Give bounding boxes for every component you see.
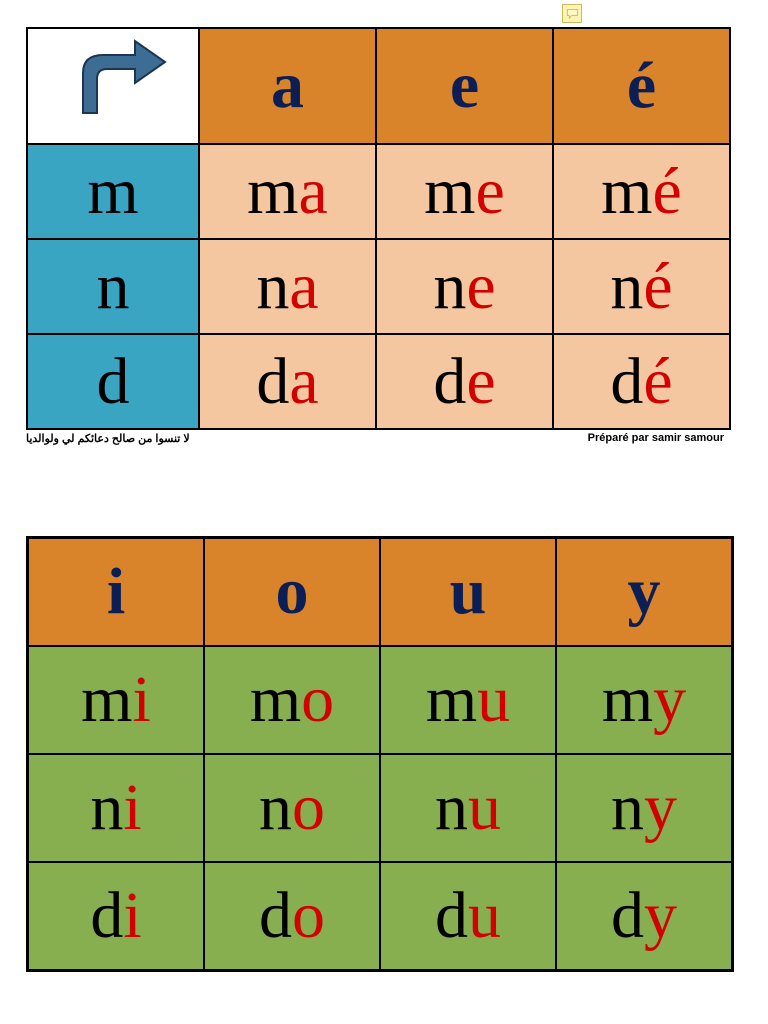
cell-da: da	[199, 334, 376, 429]
syllable-table-2: i o u y mi mo mu my ni no nu ny di do du…	[26, 536, 734, 972]
cell-no: no	[204, 754, 380, 862]
footer-arabic: لا تنسوا من صالح دعائكم لي ولوالديا	[26, 432, 190, 445]
table2-header-o: o	[204, 538, 380, 646]
table2-header-i: i	[28, 538, 204, 646]
cell-my: my	[556, 646, 732, 754]
cell-mi: mi	[28, 646, 204, 754]
table2-header-y: y	[556, 538, 732, 646]
comment-icon	[562, 4, 582, 23]
table1-header-a: a	[199, 28, 376, 144]
table1-side-n: n	[27, 239, 199, 334]
footer-author: Préparé par samir samour	[588, 432, 724, 445]
cell-ni: ni	[28, 754, 204, 862]
table1-side-m: m	[27, 144, 199, 239]
cell-na: na	[199, 239, 376, 334]
cell-mo: mo	[204, 646, 380, 754]
table1-header-eacute: é	[553, 28, 730, 144]
footer: لا تنسوا من صالح دعائكم لي ولوالديا Prép…	[26, 432, 724, 445]
cell-mu: mu	[380, 646, 556, 754]
arrow-icon	[53, 35, 173, 125]
table1-side-d: d	[27, 334, 199, 429]
cell-ne: ne	[376, 239, 553, 334]
cell-meacute: mé	[553, 144, 730, 239]
cell-du: du	[380, 862, 556, 970]
cell-do: do	[204, 862, 380, 970]
cell-neacute: né	[553, 239, 730, 334]
table2-header-u: u	[380, 538, 556, 646]
cell-me: me	[376, 144, 553, 239]
cell-dy: dy	[556, 862, 732, 970]
cell-ny: ny	[556, 754, 732, 862]
cell-di: di	[28, 862, 204, 970]
cell-de: de	[376, 334, 553, 429]
cell-nu: nu	[380, 754, 556, 862]
table1-header-e: e	[376, 28, 553, 144]
arrow-cell	[27, 28, 199, 144]
cell-deacute: dé	[553, 334, 730, 429]
cell-ma: ma	[199, 144, 376, 239]
syllable-table-1: a e é m ma me mé n na ne né d da de dé	[26, 27, 731, 430]
